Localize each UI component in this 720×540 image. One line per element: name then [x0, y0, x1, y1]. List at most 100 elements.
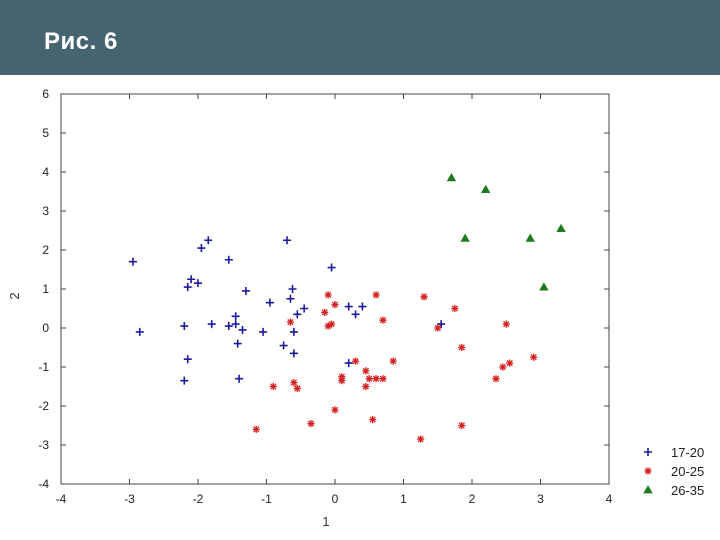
x-tick-label: -1	[261, 492, 272, 506]
data-point	[293, 310, 302, 319]
asterisk-marker-icon	[327, 320, 336, 328]
y-axis: -4 -3 -2 -1 0 1 2 3 4 5 6	[38, 87, 609, 491]
y-tick-label: -3	[38, 438, 49, 452]
data-point	[379, 375, 387, 383]
data-point	[530, 353, 538, 361]
data-point	[279, 341, 288, 350]
data-point	[135, 327, 144, 336]
asterisk-marker-icon	[290, 379, 298, 387]
data-point	[307, 419, 315, 428]
plus-marker-icon	[259, 327, 268, 336]
slide-title: Рис. 6	[44, 28, 118, 55]
asterisk-marker-icon	[434, 324, 442, 332]
data-point	[128, 257, 137, 266]
data-point	[362, 382, 370, 391]
x-tick-label: 3	[537, 492, 544, 506]
data-point	[289, 349, 298, 358]
asterisk-marker-icon	[451, 304, 459, 313]
triangle-marker-icon	[539, 282, 549, 291]
data-point	[451, 304, 459, 313]
asterisk-marker-icon	[417, 435, 425, 443]
data-point	[324, 322, 332, 330]
legend-label: 20-25	[671, 464, 704, 479]
plus-marker-icon	[183, 355, 192, 364]
data-points	[128, 173, 566, 443]
data-point	[265, 298, 274, 307]
legend-item: 26-35	[643, 483, 704, 498]
asterisk-marker-icon	[351, 357, 360, 365]
asterisk-marker-icon	[644, 467, 652, 475]
asterisk-marker-icon	[372, 291, 380, 299]
asterisk-marker-icon	[420, 293, 428, 301]
asterisk-marker-icon	[269, 382, 277, 391]
y-tick-label: 1	[42, 282, 49, 296]
data-point	[379, 316, 387, 324]
slide-header: Рис. 6	[0, 0, 720, 75]
data-point	[437, 320, 446, 329]
plot-area	[60, 93, 610, 485]
plus-marker-icon	[344, 302, 353, 311]
plus-marker-icon	[279, 341, 288, 350]
plus-marker-icon	[265, 298, 274, 307]
data-point	[290, 379, 298, 387]
data-point	[539, 282, 549, 291]
data-point	[331, 406, 339, 414]
legend-marker	[644, 467, 652, 475]
plus-marker-icon	[644, 448, 652, 456]
plus-marker-icon	[286, 294, 295, 303]
plus-marker-icon	[238, 325, 247, 334]
data-point	[288, 285, 297, 293]
data-point	[300, 304, 309, 313]
data-point	[331, 301, 339, 309]
data-point	[481, 184, 491, 193]
plus-marker-icon	[128, 257, 137, 266]
data-point	[365, 375, 373, 383]
data-point	[420, 293, 428, 301]
data-point	[180, 322, 189, 331]
x-tick-label: -4	[56, 492, 67, 506]
data-point	[344, 302, 353, 311]
data-point	[241, 286, 250, 295]
plus-marker-icon	[187, 275, 196, 284]
asterisk-marker-icon	[502, 320, 510, 328]
data-point	[389, 357, 397, 365]
triangle-marker-icon	[643, 485, 653, 494]
plot-border	[60, 93, 610, 485]
data-point	[231, 312, 240, 321]
data-point	[525, 233, 535, 242]
plus-marker-icon	[344, 359, 353, 368]
y-tick-label: 5	[42, 126, 49, 140]
data-point	[458, 343, 466, 352]
plus-marker-icon	[233, 339, 242, 348]
data-point	[372, 291, 380, 299]
legend-label: 26-35	[671, 483, 704, 498]
plus-marker-icon	[224, 255, 233, 264]
asterisk-marker-icon	[293, 384, 301, 393]
plus-marker-icon	[135, 327, 144, 336]
asterisk-marker-icon	[379, 316, 387, 324]
data-point	[252, 425, 260, 433]
series-17-20	[128, 236, 446, 385]
asterisk-marker-icon	[369, 416, 377, 424]
plus-marker-icon	[231, 320, 240, 329]
x-tick-label: -2	[193, 492, 204, 506]
plus-marker-icon	[204, 236, 213, 245]
y-tick-label: 2	[42, 243, 49, 257]
data-point	[351, 357, 360, 365]
y-tick-label: -4	[38, 477, 49, 491]
plus-marker-icon	[358, 302, 367, 311]
data-point	[269, 382, 277, 391]
plus-marker-icon	[293, 310, 302, 319]
triangle-marker-icon	[460, 233, 470, 242]
asterisk-marker-icon	[389, 357, 397, 365]
asterisk-marker-icon	[379, 375, 387, 383]
data-point	[224, 322, 233, 331]
data-point	[183, 355, 192, 364]
data-point	[417, 435, 425, 443]
data-point	[235, 374, 244, 383]
triangle-marker-icon	[525, 233, 535, 242]
data-point	[351, 310, 360, 319]
series-20-25	[252, 291, 538, 443]
asterisk-marker-icon	[499, 363, 507, 371]
data-point	[492, 375, 500, 383]
